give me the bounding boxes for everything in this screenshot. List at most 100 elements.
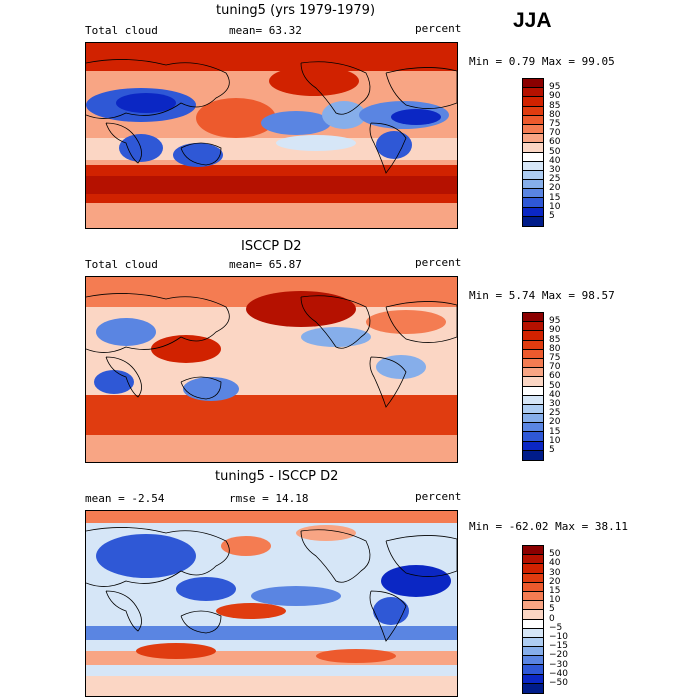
colorbar-tick-label: 40	[549, 389, 561, 400]
colorbar-swatch	[523, 377, 543, 387]
colorbar-tick-label: 15	[549, 426, 561, 437]
panel2-east-pacific-clear	[301, 327, 371, 347]
colorbar-tick-label: 50	[549, 380, 561, 391]
season-label: JJA	[513, 9, 552, 32]
colorbar-swatch	[523, 647, 543, 657]
colorbar-tick-label: 50	[549, 549, 561, 560]
colorbar-swatch	[523, 546, 543, 556]
colorbar-swatch	[523, 79, 543, 89]
colorbar-swatch	[523, 414, 543, 424]
panel1-map	[85, 42, 458, 229]
panel1-south-america-clear	[376, 131, 412, 159]
panel2-central-asia-clear	[96, 318, 156, 346]
panel3-coastlines	[86, 527, 457, 642]
colorbar-tick-label: 95	[549, 82, 561, 93]
panel2-coastlines	[86, 293, 457, 408]
colorbar-tick-label: 75	[549, 353, 561, 363]
panel2-map-svg	[86, 277, 457, 462]
colorbar-swatch	[523, 170, 543, 181]
colorbar-tick-label: 40	[549, 155, 561, 166]
panel1-unit-label: percent	[415, 22, 462, 35]
colorbar-swatch	[523, 423, 543, 433]
colorbar-swatch	[523, 115, 543, 125]
colorbar-tick-label: 85	[549, 334, 561, 345]
panel3-minmax: Min = -62.02 Max = 38.11	[469, 520, 628, 533]
panel3-southern-positive-east	[316, 649, 396, 663]
colorbar-tick-label: −10	[549, 632, 568, 642]
panel2-north-atlantic	[366, 310, 446, 334]
panel1-pacific-warm	[196, 98, 276, 138]
panel1-australia-clear	[173, 143, 223, 167]
colorbar-swatch	[523, 152, 543, 162]
panel1-variable-label: Total cloud	[85, 24, 158, 37]
panel3-map-svg	[86, 511, 457, 696]
panel2-title: ISCCP D2	[241, 239, 302, 254]
colorbar-tick-label: 20	[549, 576, 561, 587]
panel3-south-pacific-positive	[216, 603, 286, 619]
panel3-asia-negative	[96, 534, 196, 578]
colorbar-swatch	[523, 674, 543, 684]
colorbar-swatch	[523, 404, 543, 415]
colorbar-tick-label: −50	[549, 678, 568, 688]
colorbar-tick-label: −30	[549, 659, 568, 670]
colorbar-tick-label: −20	[549, 650, 568, 661]
colorbar-swatch	[523, 216, 543, 226]
panel1-colorbar	[522, 78, 544, 227]
colorbar-tick-label: 50	[549, 146, 561, 157]
panel2-unit-label: percent	[415, 256, 462, 269]
colorbar-swatch	[523, 665, 543, 675]
panel3-rmse-label: rmse = 14.18	[229, 492, 309, 505]
panel1-title: tuning5 (yrs 1979-1979)	[216, 3, 376, 18]
colorbar-swatch	[523, 656, 543, 666]
panel1-se-pacific-low	[276, 135, 356, 151]
colorbar-tick-label: 85	[549, 100, 561, 111]
colorbar-swatch	[523, 432, 543, 442]
panel3-maritime-negative	[176, 577, 236, 601]
colorbar-tick-label: 10	[549, 435, 561, 446]
panel1-sahara-core	[391, 109, 441, 125]
colorbar-tick-label: 30	[549, 567, 561, 578]
colorbar-tick-label: −5	[549, 622, 563, 633]
colorbar-swatch	[523, 441, 543, 451]
colorbar-swatch	[523, 349, 543, 359]
panel3-antarctic-band	[86, 676, 457, 696]
panel1-clear-asia-core	[116, 93, 176, 113]
panel1-map-svg	[86, 43, 457, 228]
colorbar-tick-label: 10	[549, 201, 561, 212]
colorbar-tick-label: 70	[549, 362, 561, 373]
panel2-brazil-clear	[376, 355, 426, 379]
colorbar-tick-label: 80	[549, 109, 561, 120]
colorbar-tick-label: 95	[549, 316, 561, 327]
panel2-north-pacific-high	[246, 291, 356, 327]
colorbar-tick-label: 5	[549, 211, 555, 221]
colorbar-tick-label: 70	[549, 128, 561, 139]
panel1-minmax: Min = 0.79 Max = 99.05	[469, 55, 615, 68]
panel3-sahara-negative	[381, 565, 451, 597]
colorbar-tick-label: 15	[549, 586, 561, 596]
colorbar-swatch	[523, 637, 543, 648]
panel3-unit-label: percent	[415, 490, 462, 503]
colorbar-swatch	[523, 322, 543, 332]
colorbar-swatch	[523, 450, 543, 460]
colorbar-swatch	[523, 610, 543, 620]
colorbar-tick-label: 20	[549, 183, 561, 194]
colorbar-tick-label: 5	[549, 604, 555, 615]
colorbar-swatch	[523, 106, 543, 116]
panel2-antarctic-band	[86, 435, 457, 462]
colorbar-swatch	[523, 601, 543, 611]
panel1-antarctic-band	[86, 203, 457, 228]
panel3-southern-positive	[136, 643, 216, 659]
colorbar-swatch	[523, 564, 543, 574]
panel1-coastlines	[86, 59, 457, 174]
colorbar-swatch	[523, 143, 543, 153]
colorbar-tick-label: 20	[549, 417, 561, 428]
colorbar-tick-label: 5	[549, 445, 555, 455]
colorbar-tick-label: 40	[549, 558, 561, 569]
colorbar-tick-label: 10	[549, 595, 561, 606]
colorbar-swatch	[523, 573, 543, 583]
colorbar-tick-label: 60	[549, 137, 561, 148]
colorbar-tick-label: 60	[549, 371, 561, 382]
colorbar-swatch	[523, 628, 543, 638]
panel3-east-pacific-negative	[251, 586, 341, 606]
colorbar-swatch	[523, 683, 543, 693]
